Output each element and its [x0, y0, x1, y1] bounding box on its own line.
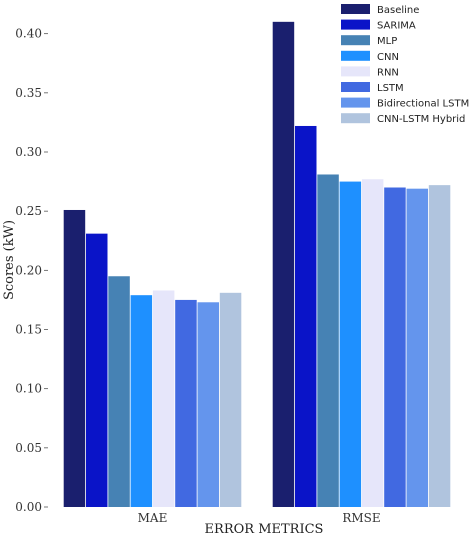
bar-rmse-cnn-lstm-hybrid — [428, 185, 451, 507]
legend-swatch — [341, 82, 370, 92]
bar-rmse-rnn — [361, 179, 384, 507]
bar-mae-bidirectional-lstm — [197, 302, 219, 507]
x-axis-ticks: MAE RMSE — [138, 511, 381, 525]
y-tick-label: 0.30 — [15, 145, 42, 159]
y-tick-label: 0.00 — [15, 500, 42, 514]
bar-mae-rnn — [152, 290, 175, 507]
bar-mae-lstm — [175, 299, 197, 507]
x-axis-label: ERROR METRICS — [205, 522, 324, 536]
legend-swatch — [341, 97, 370, 108]
bar-mae-sarima — [86, 233, 108, 507]
legend-swatch — [341, 50, 370, 61]
x-tick-label: RMSE — [342, 511, 380, 525]
legend-swatch — [341, 19, 370, 30]
legend-label: SARIMA — [377, 21, 416, 32]
x-tick-label: MAE — [138, 511, 168, 525]
bar-mae-cnn — [130, 295, 153, 507]
bar-mae-baseline — [63, 209, 86, 508]
legend-label: CNN — [377, 52, 399, 63]
legend-label: CNN-LSTM Hybrid — [377, 114, 465, 125]
bar-mae-cnn-lstm-hybrid — [219, 292, 242, 507]
bar-rmse-sarima — [295, 125, 317, 507]
legend-label: Bidirectional LSTM — [377, 99, 469, 110]
bar-rmse-bidirectional-lstm — [406, 188, 428, 507]
bar-rmse-cnn — [339, 181, 362, 507]
y-axis-label: Scores (kW) — [2, 220, 17, 300]
legend-label: MLP — [377, 36, 397, 47]
legend-swatch — [341, 66, 370, 77]
legend-swatch — [341, 4, 370, 14]
y-tick-label: 0.15 — [15, 323, 42, 337]
legend-label: RNN — [377, 67, 399, 78]
legend-label: Baseline — [377, 5, 419, 16]
legend-label: LSTM — [377, 83, 404, 94]
legend: Baseline SARIMA MLP CNN RNN LSTM Bidirectional… — [341, 4, 469, 125]
y-axis-ticks: 0.00 0.05 0.10 0.15 0.20 0.25 0.30 0.35 0.40 — [15, 27, 48, 514]
y-tick-label: 0.25 — [15, 204, 42, 218]
bars-group — [63, 21, 451, 508]
y-tick-label: 0.05 — [15, 441, 42, 455]
y-tick-label: 0.40 — [15, 27, 42, 41]
y-tick-label: 0.10 — [15, 382, 42, 396]
legend-swatch — [341, 35, 370, 46]
y-tick-label: 0.35 — [15, 86, 42, 100]
bar-rmse-lstm — [384, 187, 406, 507]
bar-mae-mlp — [108, 276, 130, 507]
bar-rmse-baseline — [272, 21, 295, 508]
bar-rmse-mlp — [317, 174, 339, 508]
y-tick-label: 0.20 — [15, 263, 42, 277]
legend-swatch — [341, 113, 370, 124]
